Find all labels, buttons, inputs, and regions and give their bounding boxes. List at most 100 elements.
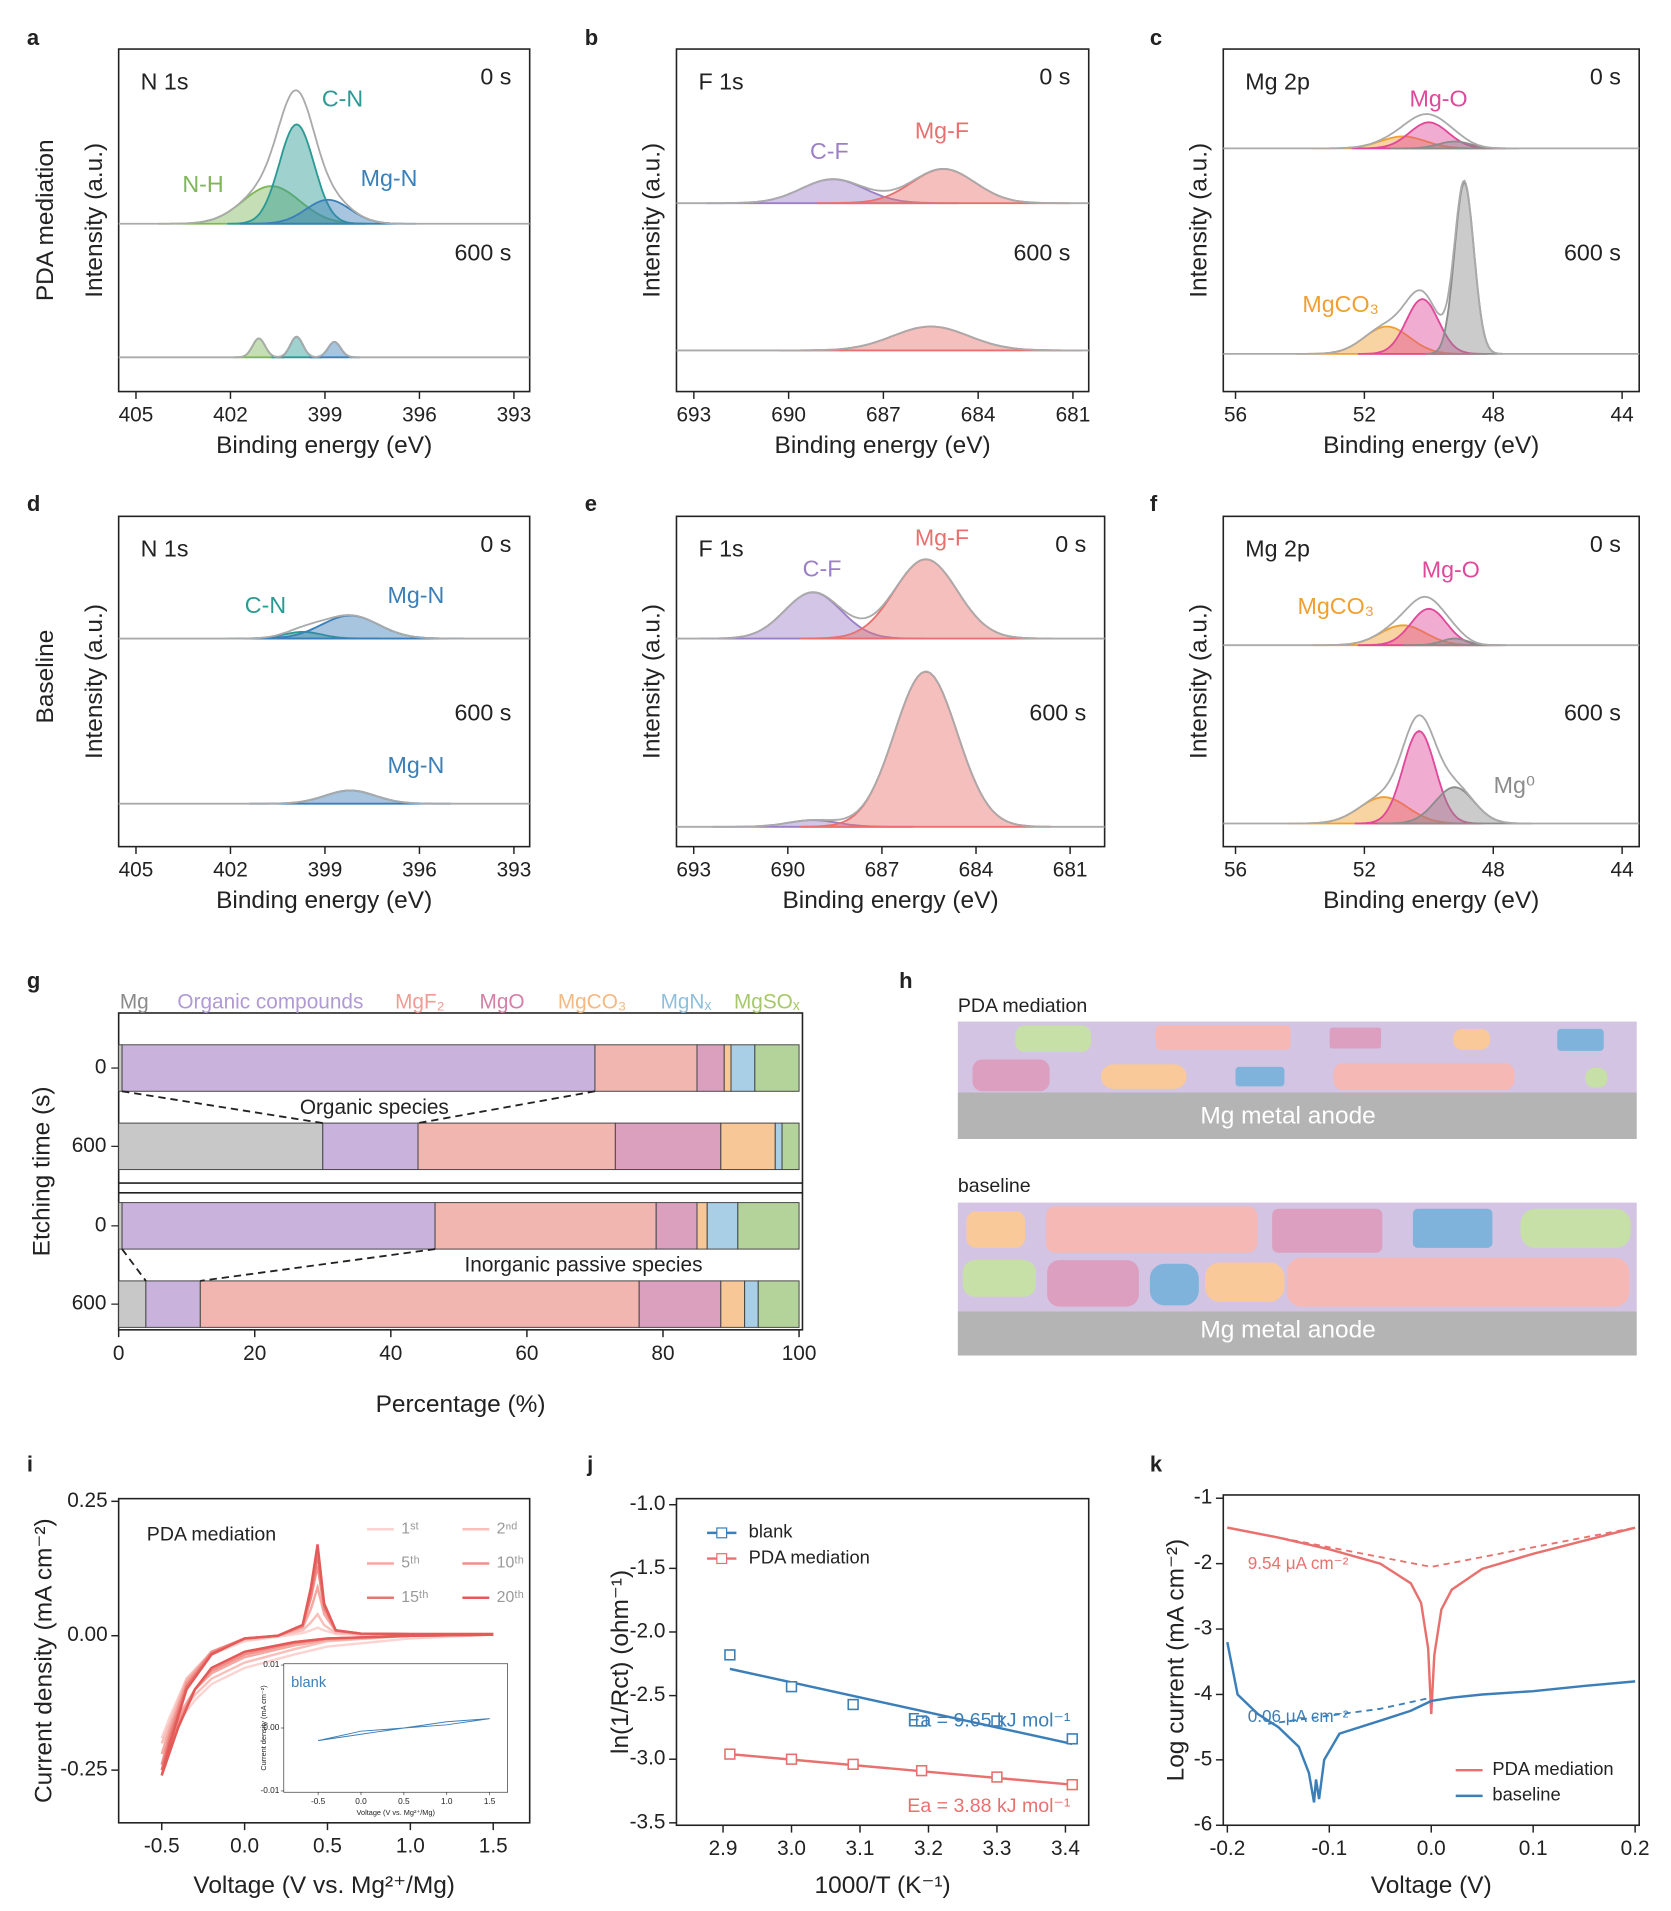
y-axis-label: Log current (mA cm⁻²): [1162, 1539, 1189, 1782]
bar-segment: [121, 1202, 436, 1250]
x-tick-label: 3.0: [777, 1837, 806, 1860]
x-tick-label: 396: [402, 859, 437, 882]
y-tick-label: -4: [1194, 1682, 1212, 1705]
annotation: C-F: [803, 555, 842, 581]
bar-segment: [744, 1280, 759, 1328]
x-tick-label: 1.0: [396, 1835, 425, 1858]
panel-letter: g: [27, 968, 40, 993]
x-tick-label: 687: [866, 404, 901, 427]
x-tick-label: 0: [113, 1342, 125, 1365]
peak: [271, 335, 322, 359]
x-tick-label: 684: [961, 404, 996, 427]
annotation: Mg-O: [1410, 86, 1468, 112]
annotation: 9.54 μA cm⁻²: [1248, 1554, 1349, 1573]
bar-segment: [145, 1280, 201, 1328]
diagram-label: PDA mediation: [958, 995, 1087, 1017]
bar-segment: [655, 1202, 698, 1250]
panel-letter: i: [27, 1451, 33, 1476]
blob: [1015, 1025, 1092, 1053]
y-axis-label: Intensity (a.u.): [1186, 604, 1213, 759]
envelope: [676, 670, 1105, 828]
blob: [1333, 1063, 1515, 1091]
x-tick-label: 693: [677, 404, 712, 427]
x-tick-label: 44: [1611, 859, 1634, 882]
y-tick-label: -1.5: [630, 1556, 666, 1579]
panel-letter: c: [1150, 25, 1162, 50]
spectrum-label: 600 s: [1564, 700, 1621, 726]
blob: [1204, 1262, 1285, 1302]
spectrum-label: 600 s: [1014, 240, 1071, 266]
y-tick-label: 0: [95, 1056, 107, 1079]
y-tick-label: -2.0: [630, 1619, 666, 1642]
x-tick-label: 402: [213, 404, 248, 427]
annotation: C-N: [245, 592, 286, 618]
bar-segment: [121, 1044, 596, 1092]
legend-label: MgSOₓ: [734, 991, 800, 1014]
x-tick-label: 3.1: [846, 1837, 875, 1860]
x-tick-label: 1.5: [479, 1835, 508, 1858]
annotation: Mg-N: [388, 582, 445, 608]
x-tick-label: 56: [1224, 859, 1247, 882]
bar-segment: [594, 1044, 698, 1092]
legend-label: 5ᵗʰ: [401, 1555, 419, 1572]
bar-segment: [781, 1122, 800, 1171]
x-tick-label: 0.1: [1519, 1837, 1548, 1860]
chart-title: N 1s: [141, 68, 189, 94]
peak: [249, 789, 451, 805]
bar-segment: [754, 1044, 800, 1092]
point: [1066, 1778, 1078, 1791]
point: [915, 1715, 928, 1727]
x-tick-label: 3.3: [983, 1837, 1012, 1860]
annotation: Mg-N: [361, 165, 418, 191]
envelope: [118, 789, 530, 805]
legend-label: 15ᵗʰ: [401, 1589, 428, 1606]
guide-line: [417, 1090, 596, 1124]
x-tick-label: 393: [497, 859, 532, 882]
chart-title: F 1s: [698, 68, 743, 94]
x-tick-label: 684: [959, 859, 994, 882]
y-tick-label: -3.0: [630, 1747, 666, 1770]
y-axis-label: Current density (mA cm⁻²): [31, 1518, 58, 1803]
bar-segment: [720, 1280, 746, 1328]
x-tick-label: 402: [213, 859, 248, 882]
x-tick-label: 48: [1482, 404, 1505, 427]
point: [1066, 1733, 1078, 1745]
spectrum-label: 600 s: [454, 700, 511, 726]
blob: [1585, 1068, 1608, 1088]
chart-title: F 1s: [698, 536, 743, 562]
x-tick-label: 3.4: [1051, 1837, 1080, 1860]
fit-line: [729, 1752, 1073, 1786]
peak: [236, 614, 464, 640]
curve: [1227, 1526, 1636, 1715]
spectrum-label: 0 s: [1055, 531, 1086, 557]
x-axis-label: 1000/T (K⁻¹): [815, 1872, 951, 1899]
x-tick-label: 48: [1482, 859, 1505, 882]
plot-frame: [1222, 515, 1640, 848]
blob: [1557, 1028, 1604, 1051]
annotation: blank: [291, 1675, 327, 1691]
y-axis-label: Etching time (s): [28, 1086, 55, 1256]
point: [991, 1715, 1003, 1727]
envelope: [1223, 595, 1640, 647]
peak: [779, 325, 1083, 352]
y-axis-label: Intensity (a.u.): [639, 143, 666, 298]
plot-frame: [117, 48, 531, 393]
x-tick-label: 40: [379, 1342, 402, 1365]
legend-label: 20ᵗʰ: [497, 1589, 524, 1606]
y-tick-label: -6: [1194, 1813, 1212, 1836]
bar-segment: [730, 1044, 756, 1092]
bar-segment: [696, 1044, 725, 1092]
x-tick-label: 399: [308, 859, 343, 882]
plot-frame: [283, 1663, 508, 1793]
x-axis-label: Binding energy (eV): [782, 887, 998, 914]
blob: [962, 1260, 1037, 1297]
x-tick-label: -0.2: [1209, 1837, 1245, 1860]
x-tick-label: 681: [1053, 859, 1088, 882]
panel-letter: f: [1150, 491, 1158, 516]
annotation: Inorganic passive species: [465, 1254, 703, 1277]
plot-frame: [1222, 48, 1640, 393]
peak: [1357, 298, 1487, 355]
envelope: [676, 558, 1105, 640]
